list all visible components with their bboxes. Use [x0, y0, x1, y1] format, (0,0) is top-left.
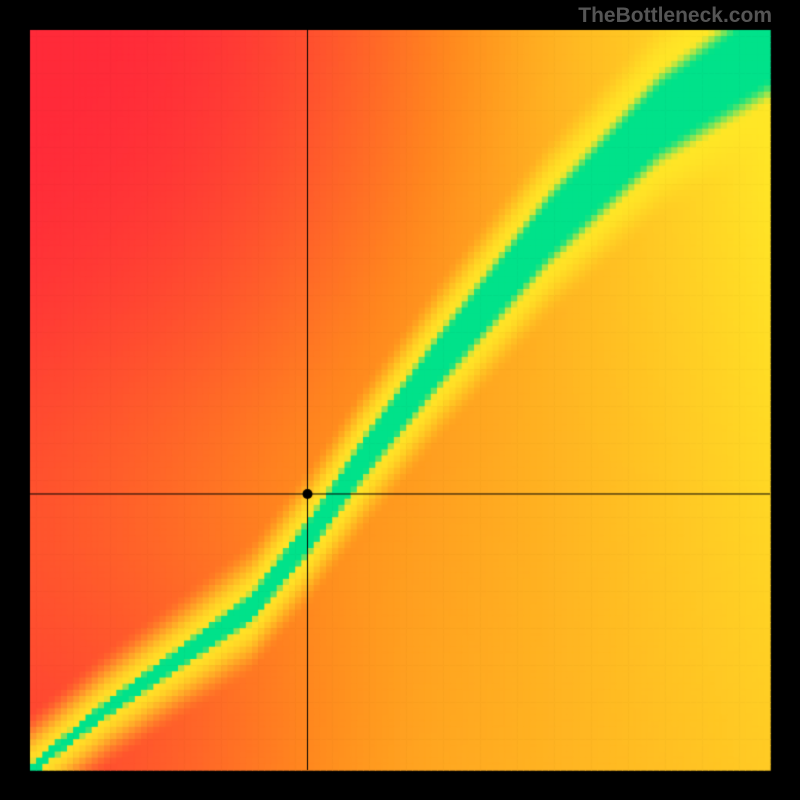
bottleneck-heatmap	[0, 0, 800, 800]
watermark-text: TheBottleneck.com	[578, 4, 772, 28]
chart-container: TheBottleneck.com	[0, 0, 800, 800]
